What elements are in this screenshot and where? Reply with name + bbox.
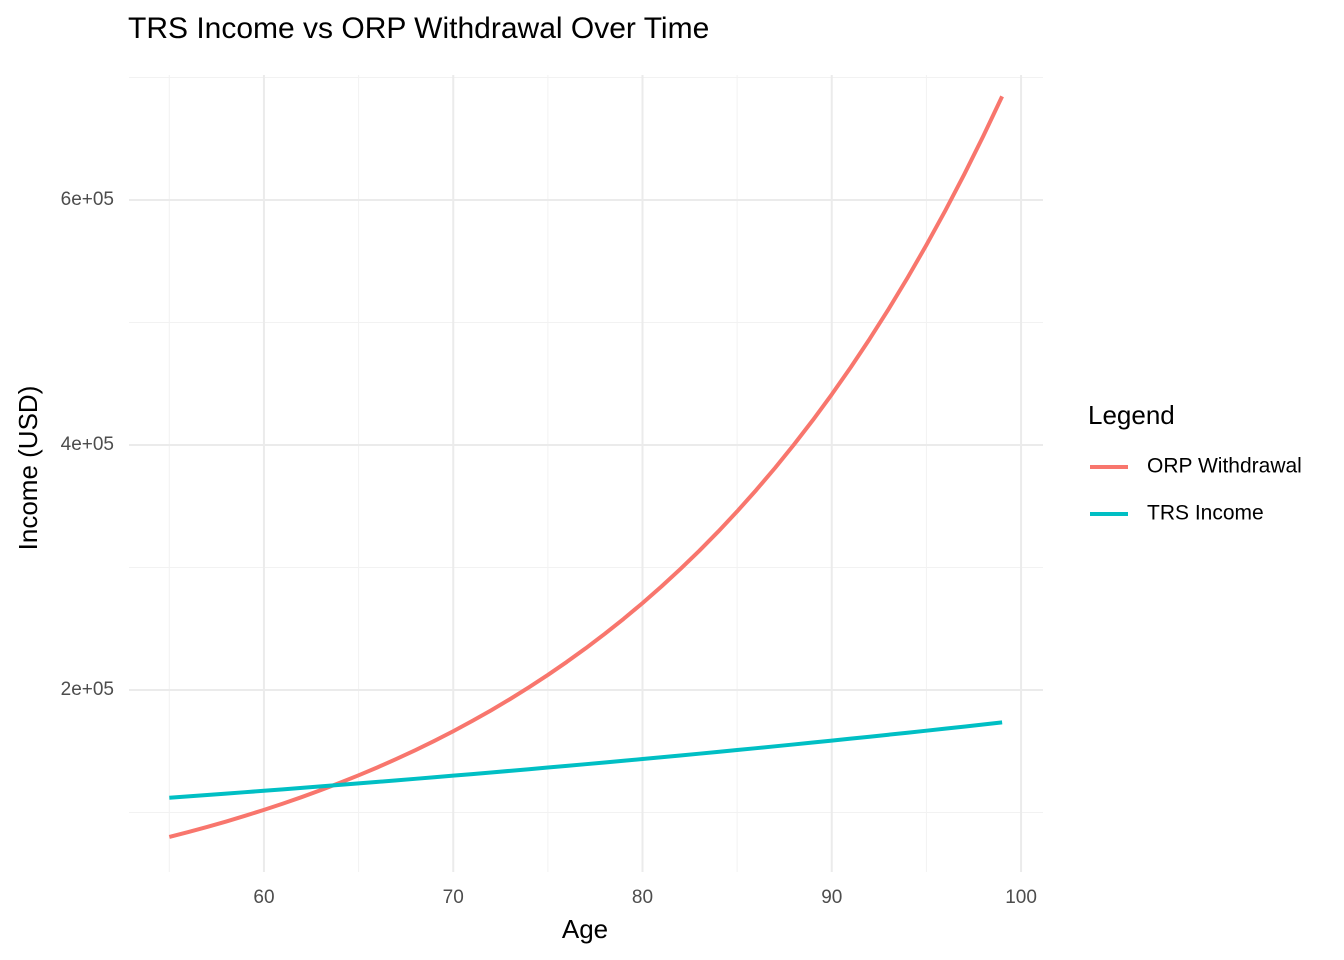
y-axis-label: Income (USD): [13, 386, 43, 551]
legend-label: TRS Income: [1147, 502, 1264, 525]
x-tick-label: 70: [443, 887, 464, 908]
chart-title: TRS Income vs ORP Withdrawal Over Time: [128, 12, 709, 45]
legend-title: Legend: [1088, 400, 1175, 430]
y-tick-label: 6e+05: [61, 189, 114, 210]
x-tick-label: 100: [1005, 887, 1037, 908]
legend-label: ORP Withdrawal: [1147, 455, 1302, 478]
x-tick-label: 60: [253, 887, 274, 908]
x-axis-label: Age: [562, 914, 608, 944]
data-line: [168, 95, 1004, 839]
y-tick-label: 4e+05: [61, 434, 114, 455]
x-tick-label: 80: [632, 887, 653, 908]
y-tick-label: 2e+05: [61, 679, 114, 700]
data-line: [169, 720, 1003, 800]
x-tick-label: 90: [821, 887, 842, 908]
